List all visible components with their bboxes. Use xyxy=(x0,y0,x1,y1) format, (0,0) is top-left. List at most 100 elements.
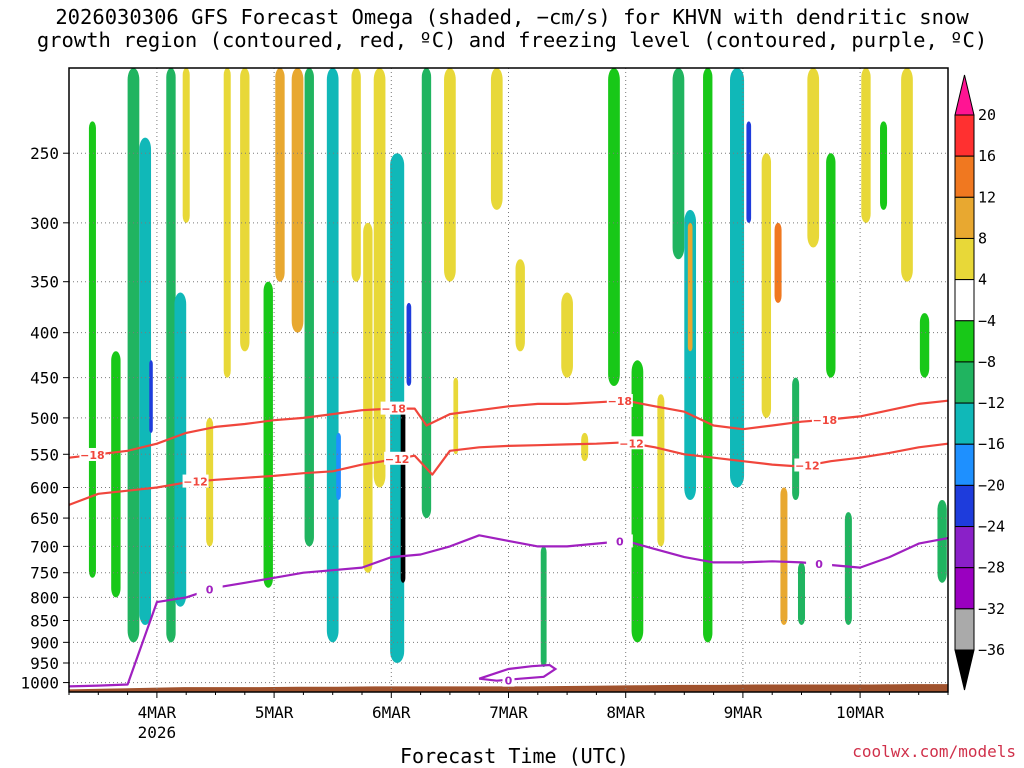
omega-feature-11 xyxy=(263,281,273,588)
dgz-minus18-label-3: −18 xyxy=(813,414,838,427)
omega-feature-52 xyxy=(937,500,947,583)
colorbar-box-7 xyxy=(954,402,975,445)
omega-feature-38 xyxy=(730,68,745,488)
colorbar-label-4: 4 xyxy=(978,271,987,289)
xtick-label-7: 7MAR xyxy=(489,703,528,722)
dgz-minus18-label-bg-1 xyxy=(380,401,407,415)
ytick-label-1000: 1000 xyxy=(20,674,59,693)
colorbar-label-10: −24 xyxy=(978,518,1005,536)
dgz-minus12-label-2: −12 xyxy=(619,437,644,450)
dgz-minus18-line xyxy=(68,399,949,459)
omega-feature-29 xyxy=(561,292,573,378)
omega-feature-22 xyxy=(406,302,412,387)
colorbar-box-3 xyxy=(954,237,975,281)
omega-feature-48 xyxy=(861,68,871,223)
omega-shading xyxy=(88,68,947,667)
omega-feature-21 xyxy=(400,402,406,583)
xtick-label-5: 5MAR xyxy=(255,703,294,722)
omega-feature-41 xyxy=(774,222,782,303)
ytick-label-600: 600 xyxy=(30,479,59,498)
ytick-label-450: 450 xyxy=(30,369,59,388)
dgz-minus12-label-bg-2 xyxy=(618,436,645,450)
dgz-minus12-label-0: −12 xyxy=(183,476,208,489)
xtick-label-8: 8MAR xyxy=(606,703,645,722)
dgz-minus12-label-bg-1 xyxy=(384,451,411,465)
omega-feature-17 xyxy=(351,68,361,282)
dgz-minus18-label-0: −18 xyxy=(80,449,105,462)
omega-feature-8 xyxy=(206,417,214,547)
omega-feature-36 xyxy=(687,222,693,352)
omega-feature-6 xyxy=(174,292,187,607)
xtick-label-10: 10MAR xyxy=(836,703,885,722)
omega-feature-14 xyxy=(304,68,314,547)
dgz-minus18-label-bg-0 xyxy=(79,447,106,461)
colorbar-label-8: −16 xyxy=(978,435,1005,453)
freezing-level-label-2: 0 xyxy=(815,558,823,571)
omega-feature-10 xyxy=(240,68,250,352)
omega-feature-3 xyxy=(139,137,152,625)
omega-feature-39 xyxy=(746,121,752,223)
freezing-loop-label: 0 xyxy=(505,675,513,688)
colorbar-box-4 xyxy=(954,279,975,322)
freezing-loop-line xyxy=(478,663,558,682)
title-line-2: growth region (contoured, red, ºC) and f… xyxy=(36,28,988,52)
x-axis-title: Forecast Time (UTC) xyxy=(400,744,629,768)
ytick-label-300: 300 xyxy=(30,214,59,233)
colorbar-box-12 xyxy=(954,608,975,651)
dgz-minus12-label-3: −12 xyxy=(795,460,820,473)
omega-feature-26 xyxy=(490,68,503,210)
omega-feature-24 xyxy=(444,68,456,282)
xtick-label-6: 6MAR xyxy=(372,703,411,722)
colorbar-bottom-arrow xyxy=(954,649,975,691)
omega-feature-18 xyxy=(363,222,373,573)
colorbar-label-0: 20 xyxy=(978,106,996,124)
omega-feature-45 xyxy=(807,68,820,248)
axes: 250 300 350 400 450 500 550 600 650 700 750 800 850 9… xyxy=(20,67,949,742)
freezing-level-label-1: 0 xyxy=(616,535,624,548)
omega-feature-9 xyxy=(223,68,231,378)
colorbar-box-10 xyxy=(954,526,975,569)
omega-feature-51 xyxy=(919,313,930,378)
colorbar-box-11 xyxy=(954,567,975,610)
dgz-minus18-label-bg-2 xyxy=(606,394,633,408)
contour-lines: −18 −18 −18 −18 −12 −12 −12 −12 0 0 0 0 xyxy=(68,394,949,688)
dgz-minus12-label-bg-3 xyxy=(794,458,821,472)
omega-feature-33 xyxy=(657,394,665,547)
grid-lines xyxy=(69,68,948,692)
omega-feature-40 xyxy=(761,153,772,418)
omega-feature-0 xyxy=(88,121,96,578)
colorbar-box-9 xyxy=(954,484,975,528)
site-credit: coolwx.com/models xyxy=(852,742,1016,761)
colorbar-top-arrow xyxy=(954,74,975,116)
colorbar: 20 16 12 8 4 −4 −8 −12 −16 −20 −24 −28 −32 −36 xyxy=(954,74,1005,691)
omega-feature-27 xyxy=(515,259,525,352)
omega-feature-44 xyxy=(797,562,806,625)
omega-feature-47 xyxy=(844,512,852,625)
colorbar-box-2 xyxy=(954,196,975,239)
ytick-label-550: 550 xyxy=(30,445,59,464)
omega-feature-49 xyxy=(880,121,888,210)
ytick-label-750: 750 xyxy=(30,564,59,583)
colorbar-label-9: −20 xyxy=(978,476,1005,494)
colorbar-label-1: 16 xyxy=(978,147,996,165)
omega-feature-32 xyxy=(631,360,644,643)
dgz-minus12-label-1: −12 xyxy=(385,453,410,466)
omega-feature-43 xyxy=(792,377,800,501)
omega-feature-25 xyxy=(453,377,459,455)
ytick-label-250: 250 xyxy=(30,144,59,163)
ytick-label-900: 900 xyxy=(30,633,59,652)
freezing-level-label-bg-2 xyxy=(806,556,833,570)
freezing-level-label-bg-0 xyxy=(196,582,223,596)
dgz-minus12-label-bg-0 xyxy=(182,474,209,488)
omega-feature-28 xyxy=(540,546,547,667)
colorbar-box-6 xyxy=(954,361,975,404)
omega-feature-13 xyxy=(291,68,304,333)
omega-feature-42 xyxy=(780,487,788,625)
omega-feature-2 xyxy=(127,68,140,643)
omega-feature-1 xyxy=(111,351,121,598)
colorbar-label-6: −8 xyxy=(978,353,996,371)
ytick-label-950: 950 xyxy=(30,654,59,673)
omega-feature-50 xyxy=(901,68,913,282)
colorbar-label-7: −12 xyxy=(978,394,1005,412)
ytick-label-850: 850 xyxy=(30,612,59,631)
